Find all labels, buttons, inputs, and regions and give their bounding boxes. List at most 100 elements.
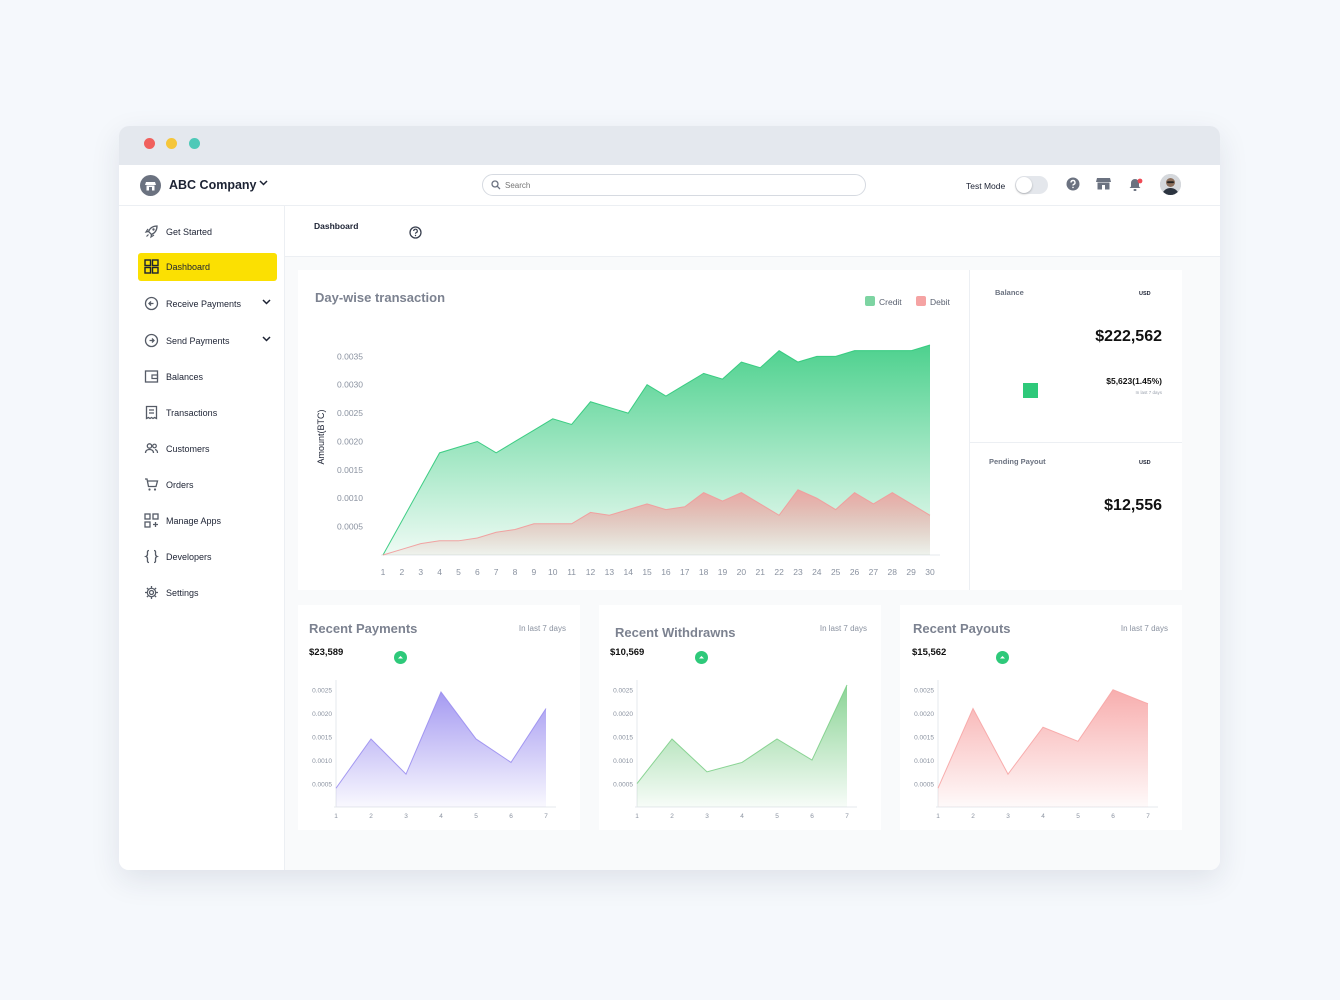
recent-payouts-card: Recent Payouts In last 7 days $15,562 0.…: [900, 605, 1182, 830]
x-tick-label: 7: [1146, 813, 1150, 820]
y-tick-label: 0.0015: [337, 465, 363, 475]
x-tick-label: 5: [1076, 813, 1080, 820]
y-tick-label: 0.0025: [312, 688, 332, 695]
x-tick-label: 26: [850, 567, 860, 577]
x-tick-label: 20: [737, 567, 747, 577]
search-bar[interactable]: [482, 174, 866, 196]
y-tick-label: 0.0005: [337, 522, 363, 532]
card-title: Recent Withdrawns: [615, 625, 736, 640]
app-window: ABC Company Test Mode Get Started Dashbo…: [119, 126, 1220, 870]
x-tick-label: 25: [831, 567, 841, 577]
x-tick-label: 13: [605, 567, 615, 577]
x-tick-label: 2: [369, 813, 373, 820]
sidebar-item-orders[interactable]: Orders: [138, 471, 277, 499]
card-total: $23,589: [309, 647, 344, 658]
x-tick-label: 2: [670, 813, 674, 820]
sidebar-item-transactions[interactable]: Transactions: [138, 399, 277, 427]
sidebar-item-send-payments[interactable]: Send Payments: [138, 327, 277, 355]
sidebar-item-get-started[interactable]: Get Started: [138, 218, 277, 246]
x-tick-label: 12: [586, 567, 596, 577]
recent-withdrawns-card: Recent Withdrawns In last 7 days $10,569…: [599, 605, 881, 830]
search-input[interactable]: [505, 177, 845, 193]
sidebar-item-customers[interactable]: Customers: [138, 435, 277, 463]
legend-swatch: [865, 296, 875, 306]
receive-icon: [144, 296, 159, 311]
sidebar-item-label: Receive Payments: [166, 299, 242, 309]
x-tick-label: 9: [532, 567, 537, 577]
sidebar-item-label: Balances: [166, 372, 204, 382]
x-tick-label: 3: [1006, 813, 1010, 820]
test-mode-toggle[interactable]: [1015, 176, 1048, 194]
card-period: In last 7 days: [819, 624, 867, 633]
x-tick-label: 6: [475, 567, 480, 577]
sidebar-item-label: Transactions: [166, 408, 218, 418]
company-chevron-down-icon[interactable]: [259, 180, 268, 186]
company-name[interactable]: ABC Company: [169, 178, 257, 192]
sidebar-item-balances[interactable]: Balances: [138, 363, 277, 391]
y-tick-label: 0.0020: [613, 711, 633, 718]
day-wise-transaction-card: Day-wise transaction Credit Debit 0.0005…: [298, 270, 969, 590]
sidebar-item-receive-payments[interactable]: Receive Payments: [138, 290, 277, 318]
x-tick-label: 2: [971, 813, 975, 820]
recent-payments-chart: 0.0005 0.0010 0.0015 0.0020 0.0025 1 2 3 4 5 6 7: [312, 680, 556, 820]
sidebar-item-label: Manage Apps: [166, 516, 222, 526]
x-tick-label: 6: [1111, 813, 1115, 820]
balance-change-indicator: [1023, 383, 1038, 398]
x-tick-label: 23: [793, 567, 803, 577]
minimize-window-button[interactable]: [166, 138, 177, 149]
x-tick-label: 27: [869, 567, 879, 577]
x-tick-label: 10: [548, 567, 558, 577]
card-period: In last 7 days: [518, 624, 566, 633]
x-tick-label: 3: [705, 813, 709, 820]
x-tick-label: 5: [474, 813, 478, 820]
users-icon: [144, 443, 159, 454]
help-icon[interactable]: [1066, 177, 1080, 191]
x-tick-label: 22: [774, 567, 784, 577]
store-icon[interactable]: [1096, 177, 1111, 191]
legend-label: Credit: [879, 297, 902, 307]
pending-payout-amount: $12,556: [1104, 497, 1162, 514]
balance-label: Balance: [995, 288, 1024, 297]
cart-icon: [145, 478, 159, 491]
x-tick-label: 1: [936, 813, 940, 820]
x-tick-label: 15: [642, 567, 652, 577]
breadcrumb[interactable]: Dashboard: [314, 221, 359, 231]
y-tick-label: 0.0010: [337, 493, 363, 503]
series-line: [636, 684, 848, 784]
sidebar-item-manage-apps[interactable]: Manage Apps: [138, 507, 277, 535]
apps-icon: [144, 513, 159, 528]
gear-icon: [145, 586, 158, 599]
y-tick-label: 0.0010: [312, 758, 332, 765]
maximize-window-button[interactable]: [189, 138, 200, 149]
y-tick-label: 0.0015: [613, 735, 633, 742]
close-window-button[interactable]: [144, 138, 155, 149]
y-tick-label: 0.0030: [337, 380, 363, 390]
help-circle-icon[interactable]: [409, 226, 422, 239]
x-tick-label: 1: [334, 813, 338, 820]
x-tick-label: 7: [845, 813, 849, 820]
x-tick-label: 18: [699, 567, 709, 577]
legend-swatch: [916, 296, 926, 306]
series-line: [335, 691, 547, 789]
sidebar-item-dashboard[interactable]: Dashboard: [138, 253, 277, 281]
card-total: $10,569: [610, 647, 645, 658]
chevron-down-icon[interactable]: [262, 336, 271, 342]
x-tick-label: 5: [456, 567, 461, 577]
sidebar-item-developers[interactable]: Developers: [138, 543, 277, 571]
user-avatar[interactable]: [1160, 174, 1181, 195]
x-tick-label: 4: [437, 567, 442, 577]
notification-bell-icon[interactable]: [1128, 177, 1143, 192]
trend-up-icon: [394, 651, 407, 664]
y-tick-label: 0.0010: [613, 758, 633, 765]
search-icon: [491, 180, 501, 190]
title-bar: [119, 126, 1220, 165]
series-area: [383, 489, 930, 555]
top-bar: ABC Company Test Mode: [119, 165, 1220, 206]
legend-credit[interactable]: Credit: [865, 296, 902, 307]
legend-debit[interactable]: Debit: [916, 296, 950, 307]
sidebar-item-settings[interactable]: Settings: [138, 579, 277, 607]
chevron-down-icon[interactable]: [262, 299, 271, 305]
balance-card: Balance USD $222,562 $5,623(1.45%) In la…: [969, 270, 1182, 590]
balance-change: $5,623(1.45%): [1106, 376, 1162, 386]
x-tick-label: 4: [1041, 813, 1045, 820]
